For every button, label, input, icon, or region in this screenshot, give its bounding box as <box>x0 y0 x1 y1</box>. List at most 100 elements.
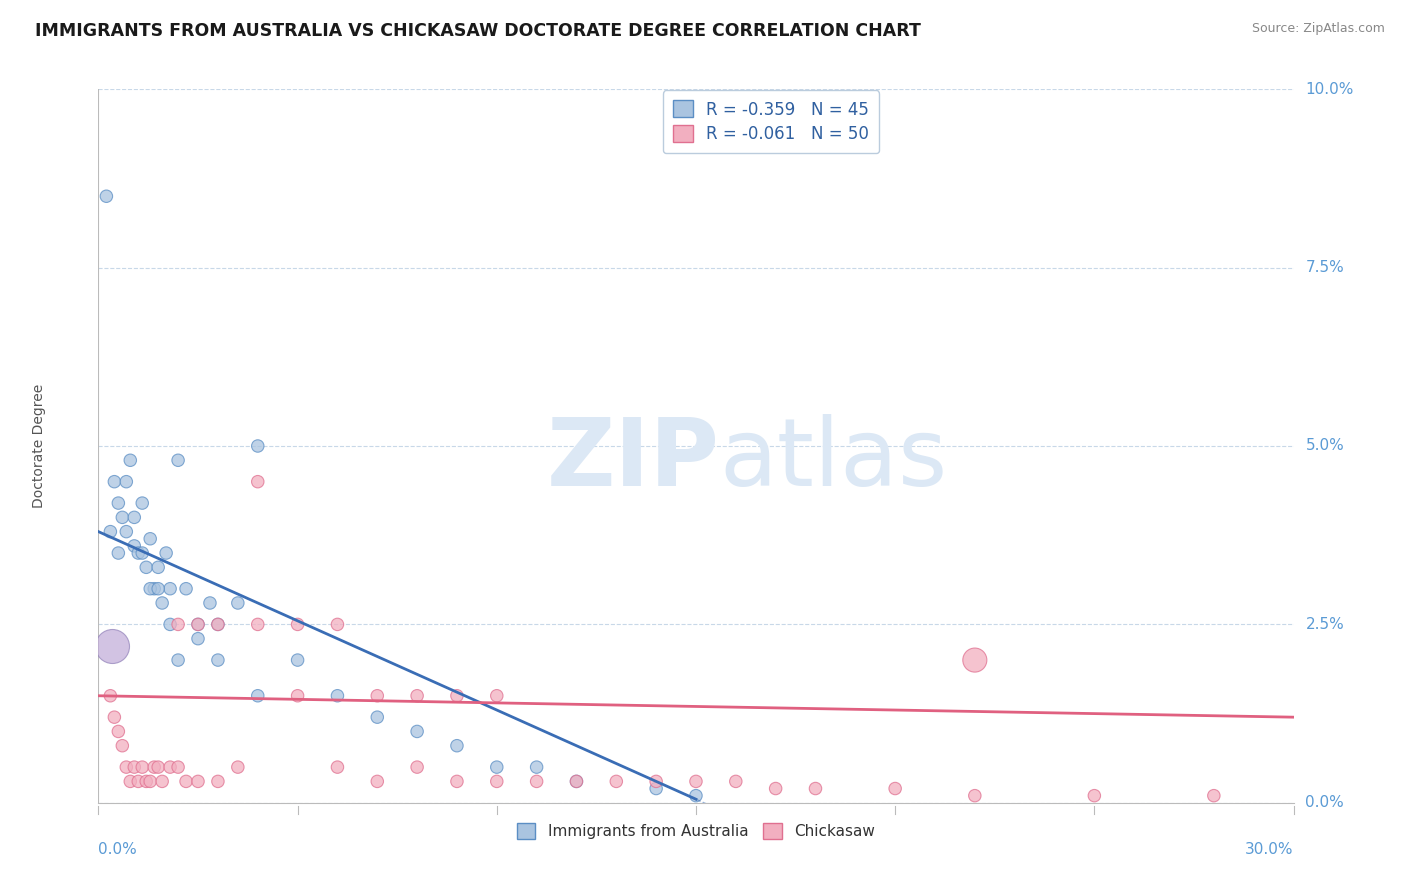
Point <box>148 760 170 774</box>
Text: Source: ZipAtlas.com: Source: ZipAtlas.com <box>1251 22 1385 36</box>
Point <box>120 453 142 467</box>
Point <box>406 724 429 739</box>
Point <box>107 496 129 510</box>
Point <box>446 689 468 703</box>
Point <box>963 789 986 803</box>
Text: 0.0%: 0.0% <box>98 842 138 857</box>
Point <box>685 774 707 789</box>
Point <box>207 653 229 667</box>
Point <box>226 760 249 774</box>
Point <box>246 475 269 489</box>
Point <box>198 596 221 610</box>
Point <box>287 689 309 703</box>
Point <box>103 475 125 489</box>
Point <box>159 617 181 632</box>
Point <box>366 774 388 789</box>
Point <box>326 689 349 703</box>
Point <box>103 710 125 724</box>
Point <box>226 596 249 610</box>
Point <box>115 524 138 539</box>
Point <box>111 739 134 753</box>
Point <box>485 760 508 774</box>
Point <box>98 689 122 703</box>
Point <box>187 617 209 632</box>
Point <box>326 617 349 632</box>
Point <box>174 774 197 789</box>
Point <box>98 524 122 539</box>
Point <box>207 617 229 632</box>
Point <box>765 781 787 796</box>
Point <box>159 582 181 596</box>
Point <box>1202 789 1225 803</box>
Point <box>605 774 627 789</box>
Point <box>485 689 508 703</box>
Point <box>366 710 388 724</box>
Point <box>135 560 157 574</box>
Point <box>446 774 468 789</box>
Point <box>120 774 142 789</box>
Point <box>167 617 190 632</box>
Point <box>115 475 138 489</box>
Point <box>148 582 170 596</box>
Point <box>159 760 181 774</box>
Text: atlas: atlas <box>720 414 948 507</box>
Point <box>111 510 134 524</box>
Point <box>406 760 429 774</box>
Point <box>131 496 153 510</box>
Point <box>207 774 229 789</box>
Point <box>485 774 508 789</box>
Point <box>96 189 118 203</box>
Text: 10.0%: 10.0% <box>1306 82 1354 96</box>
Point <box>187 632 209 646</box>
Point <box>155 546 177 560</box>
Text: 0.0%: 0.0% <box>1306 796 1344 810</box>
Point <box>150 774 173 789</box>
Point <box>326 760 349 774</box>
Point <box>143 582 166 596</box>
Point <box>143 760 166 774</box>
Point <box>645 781 668 796</box>
Point <box>139 774 162 789</box>
Point <box>565 774 588 789</box>
Text: 2.5%: 2.5% <box>1306 617 1344 632</box>
Point <box>167 760 190 774</box>
Point <box>107 546 129 560</box>
Point <box>187 774 209 789</box>
Point <box>127 774 149 789</box>
Point <box>131 546 153 560</box>
Point <box>174 582 197 596</box>
Point <box>366 689 388 703</box>
Text: 30.0%: 30.0% <box>1246 842 1294 857</box>
Point <box>446 739 468 753</box>
Point <box>1083 789 1105 803</box>
Point <box>148 560 170 574</box>
Point <box>187 617 209 632</box>
Point <box>139 532 162 546</box>
Point <box>287 653 309 667</box>
Point <box>139 582 162 596</box>
Point <box>207 617 229 632</box>
Text: Doctorate Degree: Doctorate Degree <box>32 384 45 508</box>
Point <box>124 760 146 774</box>
Point <box>150 596 173 610</box>
Point <box>724 774 747 789</box>
Point <box>565 774 588 789</box>
Point <box>884 781 907 796</box>
Legend: Immigrants from Australia, Chickasaw: Immigrants from Australia, Chickasaw <box>510 817 882 845</box>
Point <box>246 617 269 632</box>
Point <box>804 781 827 796</box>
Point <box>101 639 124 653</box>
Text: 7.5%: 7.5% <box>1306 260 1344 275</box>
Point <box>645 774 668 789</box>
Point <box>406 689 429 703</box>
Point <box>287 617 309 632</box>
Text: ZIP: ZIP <box>547 414 720 507</box>
Text: IMMIGRANTS FROM AUSTRALIA VS CHICKASAW DOCTORATE DEGREE CORRELATION CHART: IMMIGRANTS FROM AUSTRALIA VS CHICKASAW D… <box>35 22 921 40</box>
Point <box>131 760 153 774</box>
Text: 5.0%: 5.0% <box>1306 439 1344 453</box>
Point <box>246 689 269 703</box>
Point <box>963 653 986 667</box>
Point <box>167 453 190 467</box>
Point <box>135 774 157 789</box>
Point <box>685 789 707 803</box>
